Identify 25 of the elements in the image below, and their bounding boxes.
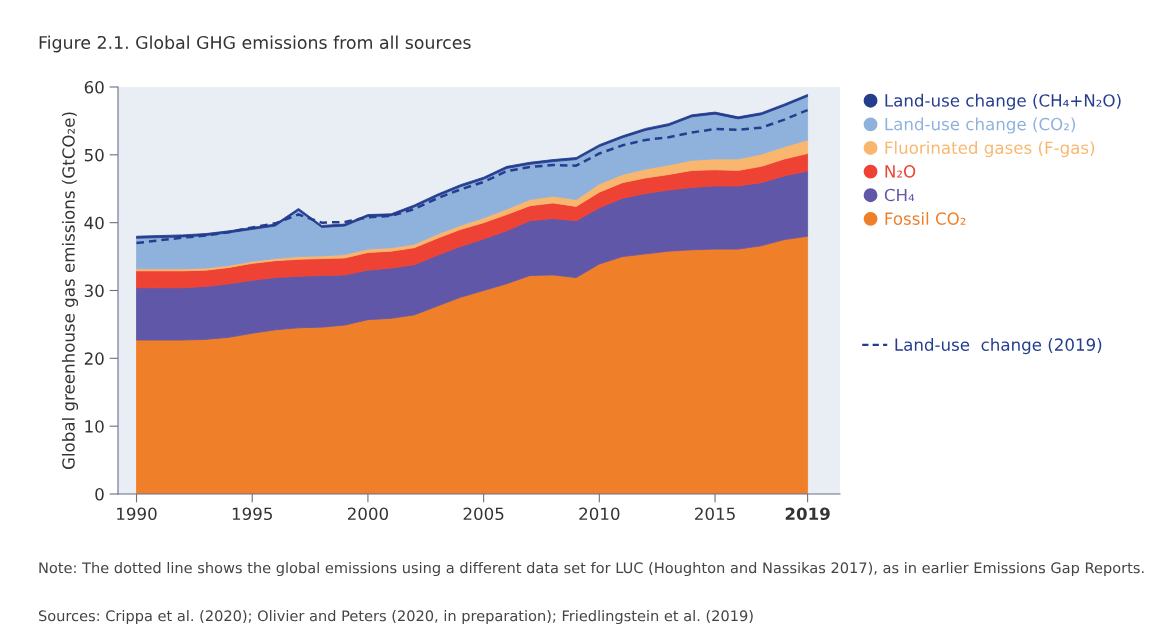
y-tick-label: 60 — [84, 80, 104, 94]
x-tick-label: 2005 — [463, 507, 504, 521]
legend-label: N₂O — [885, 165, 916, 178]
x-tick-label: 2019 — [785, 507, 830, 521]
y-axis-title: Global greenhouse gas emissions (GtCO₂e) — [61, 112, 79, 470]
x-tick-label: 1995 — [232, 507, 272, 521]
legend-label: Land-use change (CO₂) — [885, 117, 1075, 134]
y-tick-label: 0 — [95, 487, 104, 501]
y-tick-label: 40 — [84, 216, 104, 230]
chart-title: Figure 2.1. Global GHG emissions from all sources — [39, 35, 471, 53]
y-tick-label: 30 — [84, 284, 104, 298]
y-tick-label: 20 — [84, 352, 104, 365]
x-tick-label: 2000 — [347, 507, 389, 521]
legend-label: Fossil CO₂ — [885, 212, 966, 225]
x-tick-label: 2015 — [695, 507, 735, 521]
x-tick-label: 2010 — [579, 507, 620, 521]
legend-label: Land-use change (CH₄+N₂O) — [885, 93, 1121, 110]
text: Note: The dotted line shows the global emissions using a different data set for LUC (Houghton and Nassikas 2017), as in earlier Emissions Gap Reports. — [39, 562, 1144, 577]
legend-label: Fluorinated gases (F-gas) — [885, 141, 1095, 158]
y-tick-label: 10 — [85, 420, 104, 433]
y-tick-label: 50 — [84, 148, 104, 162]
legend-label: CH₄ — [884, 188, 915, 202]
legend-label: Land-use change (2019) — [895, 338, 1102, 355]
source-note: Sources: Crippa et al. (2020); Olivier and Peters (2020, in preparation); Friedlingstein et al. (2019) — [38, 610, 753, 625]
x-tick-label: 1990 — [117, 507, 157, 521]
